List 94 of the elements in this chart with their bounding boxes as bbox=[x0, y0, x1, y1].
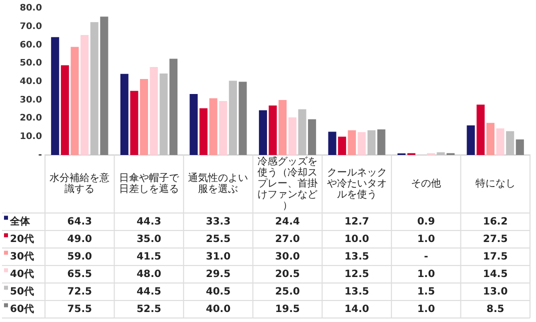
bar bbox=[100, 16, 108, 155]
legend-label: 全体 bbox=[9, 215, 31, 228]
bar bbox=[516, 139, 524, 155]
bar bbox=[169, 58, 178, 155]
data-label: 59.0 bbox=[67, 251, 92, 262]
bar bbox=[476, 104, 485, 155]
data-label: 33.3 bbox=[206, 216, 231, 228]
data-label: 20.5 bbox=[275, 268, 300, 280]
legend-label: 60代 bbox=[10, 302, 34, 315]
x-tick-label: 冷感グッズを使う（冷却スプレー、首掛けファンなど） bbox=[258, 156, 318, 212]
data-label: 75.5 bbox=[67, 304, 92, 315]
bar bbox=[60, 65, 69, 155]
data-label: 24.4 bbox=[275, 216, 300, 228]
y-tick-label: - bbox=[38, 150, 42, 160]
data-label: 49.0 bbox=[67, 234, 92, 245]
bar bbox=[348, 130, 356, 155]
data-label: 19.5 bbox=[275, 304, 300, 315]
data-label: 29.5 bbox=[206, 268, 231, 280]
data-label: 31.0 bbox=[206, 251, 231, 262]
bar bbox=[70, 46, 79, 155]
y-tick-label: 20.0 bbox=[20, 114, 42, 124]
data-label: 8.5 bbox=[486, 304, 504, 315]
legend-label: 40代 bbox=[10, 268, 34, 280]
legend-label: 20代 bbox=[10, 232, 34, 245]
x-tick-label: 通気性のよい服を選ぶ bbox=[188, 172, 248, 196]
data-label: 52.5 bbox=[136, 304, 162, 315]
bar bbox=[328, 132, 336, 155]
data-label: 13.0 bbox=[483, 286, 508, 298]
bar bbox=[80, 34, 89, 155]
data-label: 14.0 bbox=[344, 304, 370, 315]
data-label: 10.0 bbox=[344, 234, 370, 245]
data-label: 0.9 bbox=[417, 216, 435, 228]
data-label: 1.5 bbox=[417, 286, 435, 298]
data-label: 1.0 bbox=[417, 304, 435, 315]
x-tick-label: 特になし bbox=[475, 178, 516, 190]
bar bbox=[219, 100, 228, 155]
data-label: 35.0 bbox=[136, 234, 162, 245]
text: - bbox=[424, 251, 428, 262]
x-tick-label: 水分補給を意識する bbox=[50, 172, 110, 196]
y-tick-label: 50.0 bbox=[20, 58, 42, 69]
data-label: 13.5 bbox=[344, 251, 370, 262]
data-label: 16.2 bbox=[483, 216, 508, 228]
data-label: 30.0 bbox=[275, 251, 300, 262]
bar bbox=[377, 129, 386, 155]
y-tick-label: 10.0 bbox=[20, 132, 42, 142]
data-label: 64.3 bbox=[67, 216, 92, 228]
data-label: 25.0 bbox=[275, 286, 300, 298]
bar bbox=[288, 117, 296, 155]
bar bbox=[308, 119, 316, 155]
data-label: 27.5 bbox=[483, 234, 508, 245]
data-label: 1.0 bbox=[417, 234, 435, 245]
data-label: 1.0 bbox=[417, 268, 435, 280]
data-label: 65.5 bbox=[67, 268, 92, 280]
legend-label: 30代 bbox=[10, 250, 34, 262]
bar bbox=[209, 98, 218, 155]
data-label: 41.5 bbox=[136, 251, 162, 262]
data-label: 14.5 bbox=[483, 268, 508, 280]
data-label: 25.5 bbox=[206, 234, 231, 245]
data-label: 72.5 bbox=[67, 286, 92, 298]
data-label: 44.3 bbox=[136, 216, 162, 228]
bar bbox=[190, 94, 198, 155]
bar bbox=[140, 78, 148, 155]
legend-label: 50代 bbox=[10, 285, 34, 298]
bar bbox=[150, 67, 158, 155]
data-label: 44.5 bbox=[136, 286, 162, 298]
bar bbox=[358, 132, 366, 155]
x-tick-label: クールネックや冷たいタオルを使う bbox=[326, 168, 387, 201]
data-label: 40.5 bbox=[206, 286, 231, 298]
bar bbox=[338, 136, 346, 155]
data-label: 13.5 bbox=[344, 286, 370, 298]
data-label: 40.0 bbox=[206, 304, 231, 315]
y-tick-label: 70.0 bbox=[20, 22, 42, 32]
bar bbox=[51, 37, 60, 155]
y-tick-label: 30.0 bbox=[20, 95, 42, 106]
bar bbox=[258, 110, 267, 155]
y-tick-label: 80.0 bbox=[20, 4, 42, 14]
data-label: 27.0 bbox=[275, 234, 300, 245]
bar bbox=[120, 74, 128, 155]
bar bbox=[130, 90, 138, 155]
y-tick-label: 40.0 bbox=[20, 77, 42, 88]
data-label: 48.0 bbox=[136, 268, 162, 280]
x-tick-label: その他 bbox=[411, 178, 442, 190]
bar bbox=[466, 125, 475, 155]
bar bbox=[238, 82, 247, 155]
bar bbox=[496, 128, 504, 155]
bar bbox=[268, 106, 277, 155]
y-tick-label: 60.0 bbox=[20, 40, 42, 50]
bar bbox=[278, 100, 287, 155]
bar bbox=[199, 108, 208, 155]
x-tick-label: 日傘や帽子で日差しを遮る bbox=[118, 172, 180, 196]
data-label: 17.5 bbox=[483, 251, 508, 262]
data-label: 12.5 bbox=[344, 268, 370, 280]
data-label: 12.7 bbox=[344, 216, 370, 228]
bar bbox=[486, 122, 494, 155]
